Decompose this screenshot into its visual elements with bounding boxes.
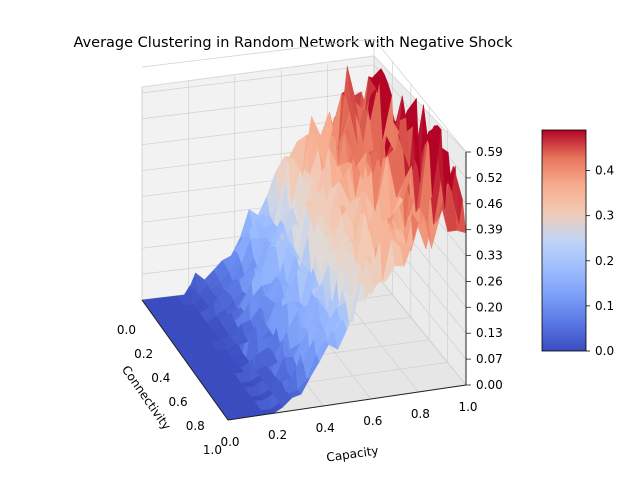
- capacity-tick-label: 0.6: [363, 414, 382, 428]
- z-tick-label: 0.13: [476, 326, 503, 340]
- connectivity-tick-label: 0.4: [151, 371, 170, 385]
- z-tick-label: 0.33: [476, 249, 503, 263]
- connectivity-tick-label: 1.0: [203, 443, 222, 457]
- colorbar-tick-label: 0.0: [595, 344, 614, 358]
- z-tick-label: 0.46: [476, 197, 503, 211]
- z-tick-label: 0.39: [476, 223, 503, 237]
- capacity-tick-label: 0.4: [316, 421, 335, 435]
- z-tick-label: 0.07: [476, 352, 503, 366]
- colorbar-tick-label: 0.2: [595, 254, 614, 268]
- connectivity-tick-label: 0.8: [186, 419, 205, 433]
- capacity-tick-label: 0.0: [220, 435, 239, 449]
- capacity-tick-label: 0.2: [268, 428, 287, 442]
- connectivity-tick-label: 0.2: [134, 347, 153, 361]
- capacity-tick-label: 0.8: [411, 407, 430, 421]
- connectivity-tick-label: 0.0: [117, 323, 136, 337]
- colorbar-tick-label: 0.4: [595, 164, 614, 178]
- colorbar-tick-label: 0.3: [595, 209, 614, 223]
- z-tick-label: 0.52: [476, 171, 503, 185]
- z-tick-labels: 0.00 0.07 0.13 0.20 0.26 0.33 0.39 0.46 0.52 0.59: [466, 145, 503, 392]
- colorbar: [542, 130, 586, 351]
- z-tick-label: 0.00: [476, 378, 503, 392]
- colorbar-tick-labels: 0.0 0.1 0.2 0.3 0.4: [586, 164, 614, 358]
- colorbar-tick-label: 0.1: [595, 299, 614, 313]
- capacity-tick-label: 1.0: [458, 400, 477, 414]
- z-tick-label: 0.26: [476, 274, 503, 288]
- capacity-axis-label: Capacity: [325, 443, 379, 464]
- z-tick-label: 0.59: [476, 145, 503, 159]
- connectivity-tick-label: 0.6: [169, 395, 188, 409]
- z-tick-label: 0.20: [476, 300, 503, 314]
